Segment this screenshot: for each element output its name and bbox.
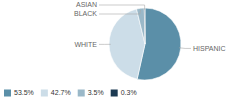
legend-item: 53.5%	[4, 89, 34, 96]
legend: 53.5% 42.7% 3.5% 0.3%	[4, 89, 137, 96]
legend-label: 0.3%	[121, 89, 137, 96]
legend-swatch	[4, 90, 11, 97]
legend-item: 42.7%	[41, 89, 71, 96]
legend-swatch	[41, 90, 48, 97]
legend-label: 53.5%	[14, 89, 34, 96]
annotation: WHITE	[74, 41, 97, 48]
leader-line	[179, 47, 191, 49]
leader-line	[99, 5, 145, 10]
annotation: BLACK	[74, 10, 97, 17]
legend-label: 3.5%	[88, 89, 104, 96]
legend-item: 3.5%	[78, 89, 104, 96]
annotation: ASIAN	[76, 1, 97, 8]
leader-line	[99, 44, 111, 45]
legend-swatch	[78, 90, 85, 97]
leader-line	[99, 10, 141, 14]
annotation: HISPANIC	[193, 45, 226, 52]
chart: HISPANIC WHITE BLACK ASIAN 53.5% 42.7% 3.5% 0.3…	[0, 0, 240, 100]
pie-slice	[144, 8, 146, 44]
legend-item: 0.3%	[111, 89, 137, 96]
legend-swatch	[111, 90, 118, 97]
pie	[109, 8, 181, 80]
legend-label: 42.7%	[51, 89, 71, 96]
annotations: HISPANIC WHITE BLACK ASIAN	[74, 1, 226, 51]
pie-slice	[136, 8, 145, 44]
